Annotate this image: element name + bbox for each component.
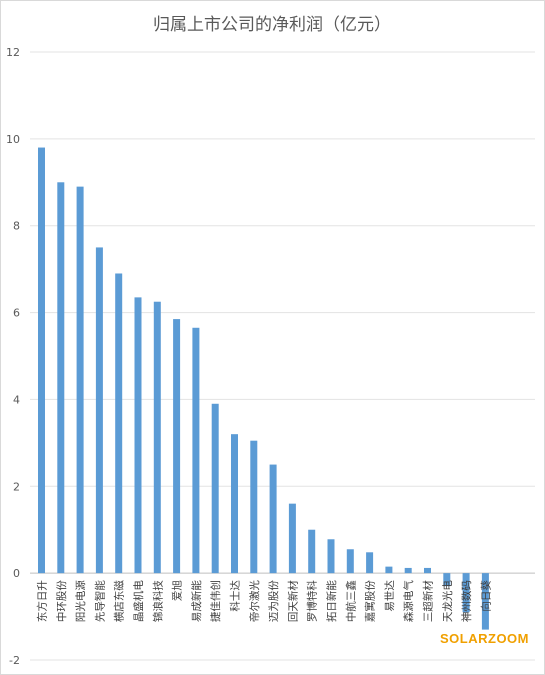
x-tick-label: 阳光电源	[74, 580, 87, 622]
bar	[192, 327, 200, 574]
bar	[346, 549, 354, 574]
bar	[443, 573, 451, 587]
y-axis-tick-labels: -2 0 2 4 6 8 10 12	[6, 46, 20, 667]
bar-series	[38, 147, 489, 630]
y-tick-label: 2	[13, 480, 20, 493]
x-tick-label: 爱旭	[171, 580, 184, 601]
x-tick-label: 天龙光电	[441, 580, 454, 622]
bar	[288, 503, 296, 574]
chart-title: 归属上市公司的净利润（亿元）	[153, 15, 391, 35]
bar	[481, 573, 489, 630]
bar	[231, 434, 238, 574]
y-tick-label: 6	[13, 307, 20, 320]
x-tick-label: 三超新材	[422, 580, 435, 622]
x-tick-label: 易世达	[384, 580, 396, 612]
x-tick-label: 帝尔激光	[248, 580, 261, 622]
y-tick-label: -2	[9, 654, 20, 667]
x-tick-label: 先导智能	[93, 580, 106, 622]
y-tick-label: 4	[13, 393, 20, 406]
bar	[385, 566, 393, 574]
bar	[57, 182, 65, 574]
x-tick-label: 易成新能	[190, 580, 203, 622]
bar	[115, 273, 123, 574]
x-tick-label: 中环股份	[55, 580, 68, 622]
bar	[327, 539, 335, 574]
x-tick-label: 回天新材	[286, 580, 299, 622]
bar	[153, 301, 161, 574]
x-tick-label: 神州数码	[460, 580, 473, 622]
bar	[95, 247, 103, 574]
bar	[366, 552, 374, 574]
x-tick-label: 罗博特科	[306, 580, 319, 622]
bar	[269, 464, 277, 574]
x-tick-label: 科士达	[229, 580, 242, 612]
x-axis-category-labels: 东方日升 中环股份 阳光电源 先导智能 横店东磁 晶盛机电 锦浪科技 爱旭 易成新能 捷佳伟创 科士…	[36, 580, 493, 622]
bar	[462, 573, 470, 613]
y-tick-label: 8	[13, 220, 20, 233]
y-tick-label: 12	[6, 46, 20, 59]
y-tick-label: 0	[13, 567, 20, 580]
grid-lines	[30, 51, 535, 661]
bar	[424, 567, 431, 574]
x-tick-label: 晶盛机电	[132, 580, 145, 622]
x-tick-label: 拓日新能	[325, 580, 338, 622]
bar	[211, 403, 219, 574]
x-tick-label: 向日葵	[479, 580, 492, 612]
x-tick-label: 锦浪科技	[151, 580, 164, 622]
bar	[404, 567, 412, 574]
bar	[308, 529, 316, 574]
x-tick-label: 中航三鑫	[344, 580, 357, 622]
bar	[173, 319, 181, 574]
bar	[76, 186, 84, 574]
y-tick-label: 10	[6, 133, 20, 146]
x-tick-label: 横店东磁	[113, 580, 126, 622]
x-tick-label: 森源电气	[402, 580, 415, 622]
bar	[250, 440, 258, 574]
x-tick-label: 迈为股份	[268, 580, 280, 622]
x-tick-label: 嘉寓股份	[364, 580, 377, 622]
solarzoom-watermark: SOLARZOOM	[440, 631, 529, 646]
x-tick-label: 东方日升	[36, 580, 49, 622]
bar	[38, 147, 45, 574]
x-tick-label: 捷佳伟创	[209, 580, 222, 622]
bar	[134, 297, 142, 574]
